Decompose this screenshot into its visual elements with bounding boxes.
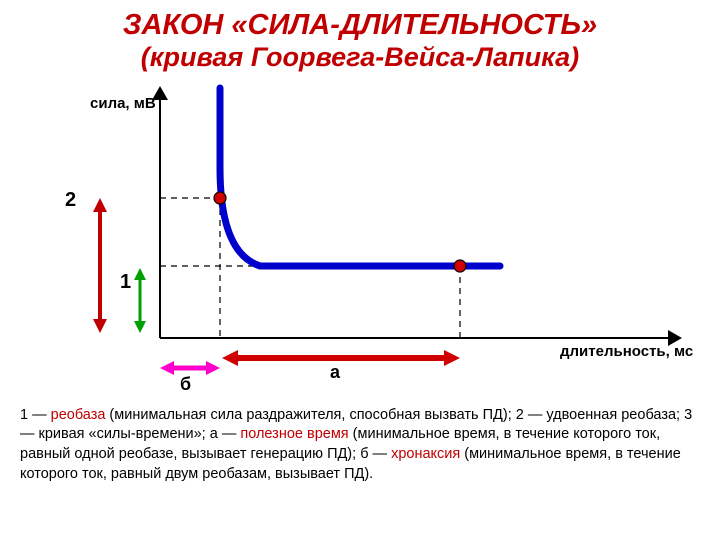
title-sub: (кривая Гоорвега-Вейса-Лапика): [10, 42, 710, 73]
label-2: 2: [65, 189, 76, 211]
label-1: 1: [120, 271, 131, 293]
arrow-2-rheobase-head-up: [93, 198, 107, 212]
arrow-1-rheobase-head-up: [134, 268, 146, 280]
arrow-b-chronaxie-head-left: [160, 361, 174, 375]
legend-term: полезное время: [240, 426, 348, 442]
arrow-b-chronaxie-head-right: [206, 361, 220, 375]
label-b: б: [180, 374, 191, 394]
label-a: а: [330, 362, 341, 382]
arrow-2-rheobase-head-down: [93, 319, 107, 333]
curve-point: [214, 192, 226, 204]
strength-duration-curve: [220, 88, 500, 266]
legend-term: хронаксия: [391, 446, 460, 462]
y-axis-label: сила, мВ: [90, 95, 156, 112]
arrow-a-useful-time-head-left: [222, 350, 238, 366]
chart: сила, мВ длительность, мс 2 1 а б: [20, 78, 700, 398]
title-main: ЗАКОН «СИЛА-ДЛИТЕЛЬНОСТЬ»: [10, 10, 710, 42]
arrow-1-rheobase-head-down: [134, 321, 146, 333]
x-axis-label: длительность, мс: [560, 343, 693, 360]
legend-term: реобаза: [51, 407, 106, 423]
legend-text: 1 — реобаза (минимальная сила раздражите…: [20, 406, 700, 484]
arrow-a-useful-time-head-right: [444, 350, 460, 366]
curve-point: [454, 260, 466, 272]
chart-svg: сила, мВ длительность, мс 2 1 а б: [20, 78, 700, 398]
